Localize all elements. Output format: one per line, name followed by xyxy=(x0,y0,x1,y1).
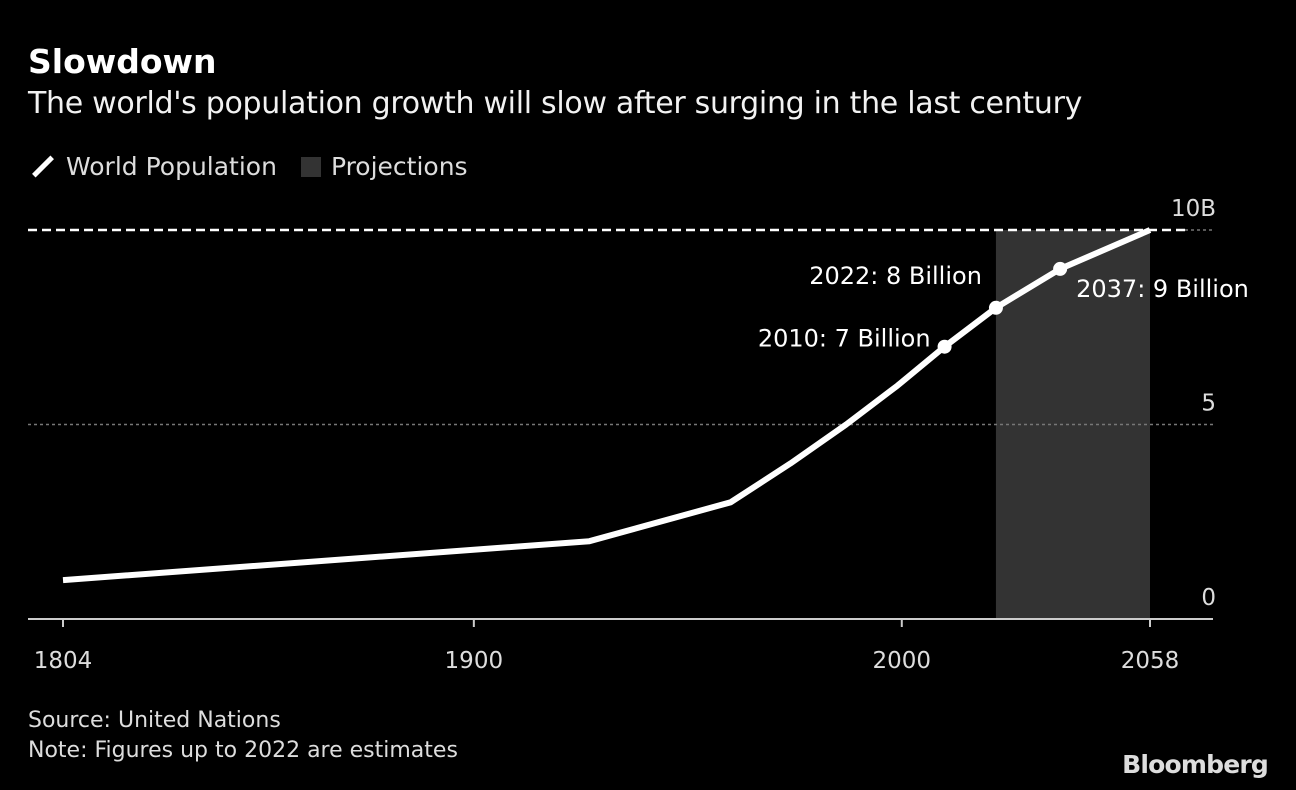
legend: World Population Projections xyxy=(30,152,468,181)
y-tick-label: 5 xyxy=(1201,391,1216,417)
chart-subtitle: The world's population growth will slow … xyxy=(28,86,1083,121)
source-note: Source: United Nations xyxy=(28,708,281,733)
x-tick-label: 2058 xyxy=(1121,648,1180,674)
annotation-marker xyxy=(1053,261,1068,276)
annotation-marker xyxy=(988,300,1003,315)
y-tick-label: 0 xyxy=(1201,585,1216,611)
footnote: Note: Figures up to 2022 are estimates xyxy=(28,738,458,763)
legend-label-population: World Population xyxy=(66,152,277,181)
x-tick-label: 2000 xyxy=(873,648,932,674)
bloomberg-logo: Bloomberg xyxy=(1122,750,1269,779)
x-tick-label: 1804 xyxy=(34,648,93,674)
chart-title: Slowdown xyxy=(28,42,217,81)
box-swatch-icon xyxy=(300,156,321,177)
annotation-label: 2022: 8 Billion xyxy=(809,262,982,290)
annotation-marker xyxy=(937,339,952,354)
y-tick-label: 10B xyxy=(1171,196,1216,222)
population-line xyxy=(62,227,1152,584)
annotation-label: 2010: 7 Billion xyxy=(758,325,931,353)
annotation-label: 2037: 9 Billion xyxy=(1076,275,1249,303)
x-tick-label: 1900 xyxy=(445,648,504,674)
legend-label-projections: Projections xyxy=(330,152,468,181)
